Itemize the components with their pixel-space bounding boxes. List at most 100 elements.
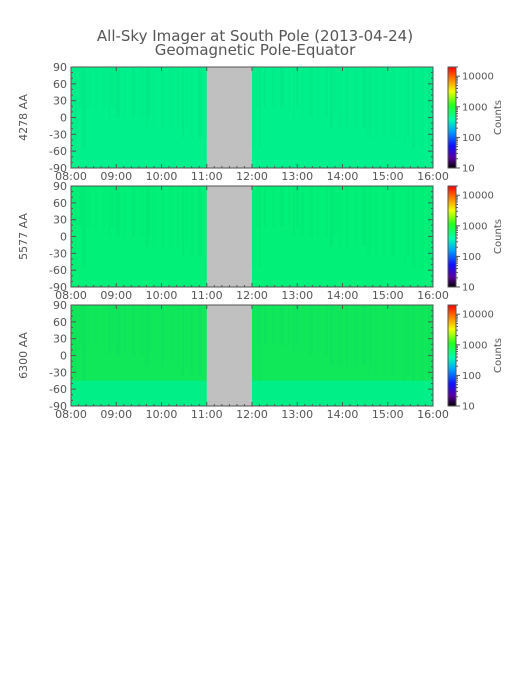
y-tick-label: 0 — [60, 231, 67, 244]
heatmap-streak — [383, 67, 386, 138]
chart-title: All-Sky Imager at South Pole (2013-04-24… — [97, 27, 413, 45]
colorbar-tick-label: 10 — [462, 283, 475, 294]
colorbar-tick-label: 100 — [462, 252, 481, 263]
heatmap-streak — [148, 186, 150, 237]
y-tick-label: -30 — [49, 128, 67, 141]
heatmap-streak — [256, 186, 260, 227]
heatmap-streak — [182, 186, 184, 257]
heatmap-streak — [148, 67, 150, 118]
y-tick-label: 0 — [60, 112, 67, 125]
y-tick-label: 30 — [53, 95, 67, 108]
heatmap-streak — [95, 186, 97, 227]
y-tick-label: 90 — [53, 299, 67, 312]
heatmap-streak — [412, 186, 415, 267]
y-tick-label: -30 — [49, 247, 67, 260]
y-tick-label: -30 — [49, 366, 67, 379]
data-gap — [206, 67, 252, 168]
x-tick-label: 11:00 — [191, 408, 223, 421]
x-tick-label: 09:00 — [100, 289, 132, 302]
heatmap-streak — [161, 67, 164, 128]
x-tick-label: 13:00 — [281, 408, 313, 421]
x-tick-label: 13:00 — [281, 170, 313, 183]
heatmap-streak — [370, 67, 372, 128]
heatmap-streak — [391, 67, 395, 138]
heatmap-streak — [161, 186, 164, 247]
heatmap-streak — [428, 67, 430, 148]
heatmap-streak — [354, 186, 357, 247]
heatmap-streak — [190, 186, 193, 257]
heatmap-streak — [71, 305, 73, 346]
heatmap-streak — [370, 186, 372, 247]
y-tick-label: -60 — [49, 383, 67, 396]
x-tick-label: 16:00 — [417, 408, 449, 421]
x-tick-label: 09:00 — [100, 408, 132, 421]
heatmap-streak — [338, 305, 342, 366]
heatmap-streak — [259, 186, 261, 267]
heatmap-streak — [190, 305, 193, 376]
x-tick-label: 08:00 — [55, 289, 87, 302]
heatmap-streak — [116, 305, 120, 356]
heatmap-streak — [185, 186, 188, 247]
heatmap-streak — [375, 67, 377, 138]
heatmap-streak — [399, 67, 401, 138]
x-tick-label: 12:00 — [236, 289, 268, 302]
heatmap-streak — [296, 67, 299, 108]
heatmap-streak — [412, 67, 415, 148]
y-tick-label: -90 — [49, 162, 67, 175]
heatmap-streak — [79, 305, 82, 346]
x-tick-label: 09:00 — [100, 170, 132, 183]
heatmap-streak — [362, 305, 366, 366]
heatmap-streak — [272, 305, 275, 346]
data-gap — [206, 186, 252, 287]
heatmap-streak — [153, 67, 155, 128]
heatmap-streak — [288, 67, 290, 108]
colorbar — [447, 185, 457, 288]
heatmap-streak — [169, 305, 173, 366]
heatmap-streak — [362, 186, 366, 247]
y-axis-label: 4278 AA — [17, 94, 30, 141]
heatmap-streak — [148, 305, 150, 356]
heatmap-streak — [399, 305, 401, 376]
x-tick-label: 15:00 — [372, 170, 404, 183]
heatmap-streak — [325, 186, 328, 237]
heatmap-streak — [280, 305, 284, 346]
heatmap-streak — [185, 67, 188, 128]
heatmap-streak — [338, 67, 342, 128]
x-tick-label: 08:00 — [55, 170, 87, 183]
y-tick-label: 60 — [53, 197, 67, 210]
heatmap-streak — [256, 305, 260, 346]
heatmap-streak — [182, 305, 184, 376]
heatmap-streak — [420, 305, 424, 386]
heatmap-streak — [272, 67, 275, 108]
heatmap-streak — [404, 186, 406, 267]
x-tick-label: 13:00 — [281, 289, 313, 302]
heatmap-streak — [288, 305, 290, 346]
colorbar-tick-label: 1000 — [462, 340, 487, 351]
heatmap-streak — [407, 305, 410, 376]
x-tick-label: 15:00 — [372, 408, 404, 421]
heatmap-streak — [383, 305, 386, 376]
y-axis-label: 6300 AA — [17, 332, 30, 379]
heatmap-streak — [420, 186, 424, 267]
heatmap-streak — [367, 67, 371, 138]
y-tick-label: 60 — [53, 316, 67, 329]
heatmap-streak — [95, 305, 97, 346]
heatmap-streak — [293, 305, 295, 356]
heatmap-streak — [301, 305, 304, 356]
heatmap-streak — [293, 67, 295, 118]
heatmap-streak — [111, 67, 115, 108]
heatmap-streak — [71, 67, 73, 108]
heatmap-streak — [132, 67, 135, 118]
heatmap-streak — [198, 305, 202, 376]
x-tick-label: 16:00 — [417, 170, 449, 183]
colorbar-tick-label: 1000 — [462, 221, 487, 232]
heatmap-streak — [370, 305, 372, 366]
heatmap-streak — [264, 305, 266, 346]
heatmap-streak — [145, 305, 149, 366]
heatmap-streak — [296, 305, 299, 346]
y-tick-label: 30 — [53, 333, 67, 346]
colorbar-tick-label: 1000 — [462, 102, 487, 113]
heatmap-streak — [79, 186, 82, 227]
heatmap-streak — [161, 305, 164, 366]
data-gap — [206, 305, 252, 406]
